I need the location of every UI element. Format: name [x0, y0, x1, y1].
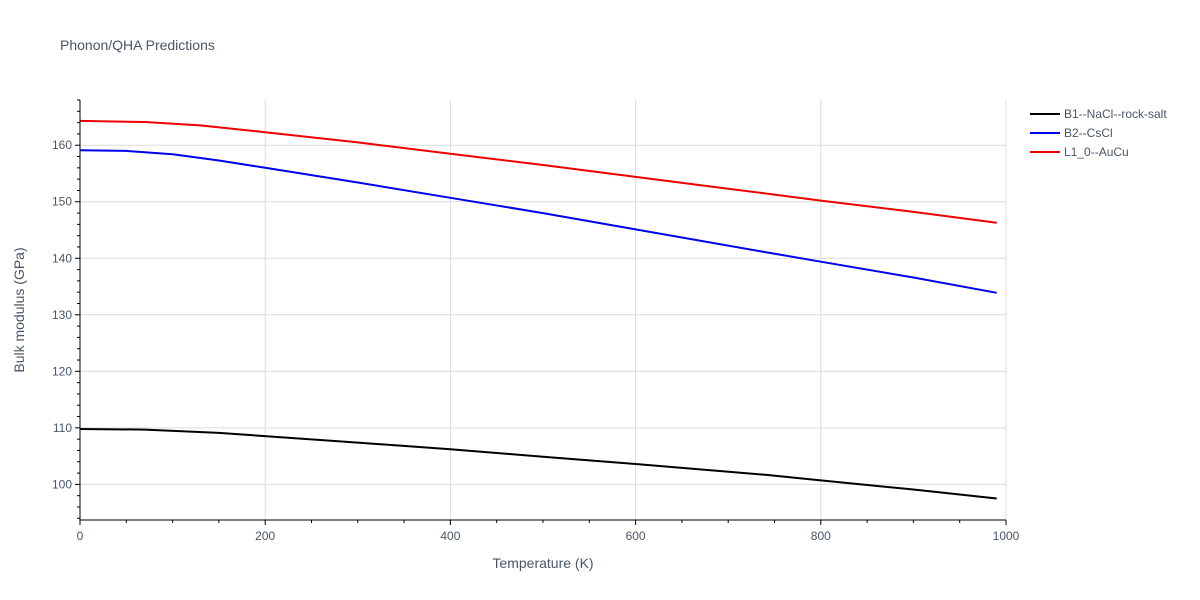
y-axis-ticks: 100 110 120 130 140 150 160: [52, 138, 72, 491]
y-tick-label: 120: [52, 364, 72, 378]
series-line-1: [79, 428, 997, 500]
series-line-2: [79, 149, 997, 294]
axes: [75, 99, 1007, 525]
y-tick-label: 150: [52, 195, 72, 209]
x-tick-label: 200: [255, 529, 275, 543]
y-tick-label: 160: [52, 138, 72, 152]
legend-label: B2--CsCl: [1064, 126, 1113, 140]
x-tick-label: 400: [440, 529, 460, 543]
legend-label: B1--NaCl--rock-salt: [1064, 107, 1167, 121]
y-tick-label: 110: [53, 421, 72, 435]
x-tick-label: 800: [811, 529, 831, 543]
y-tick-label: 140: [52, 251, 72, 265]
x-tick-label: 0: [77, 529, 84, 543]
series-line-3: [79, 119, 997, 224]
x-tick-label: 1000: [993, 529, 1020, 543]
x-tick-label: 600: [626, 529, 646, 543]
y-axis-label: Bulk modulus (GPa): [11, 247, 27, 372]
series-lines: [79, 119, 997, 500]
legend-label: L1_0--AuCu: [1064, 145, 1129, 159]
x-axis-label: Temperature (K): [492, 555, 593, 571]
x-axis-ticks: 0 200 400 600 800 1000: [77, 529, 1020, 543]
y-tick-label: 100: [52, 477, 72, 491]
y-tick-label: 130: [52, 308, 72, 322]
legend: B1--NaCl--rock-salt B2--CsCl L1_0--AuCu: [1030, 107, 1167, 159]
chart-title: Phonon/QHA Predictions: [60, 37, 215, 53]
grid: [80, 100, 1007, 520]
